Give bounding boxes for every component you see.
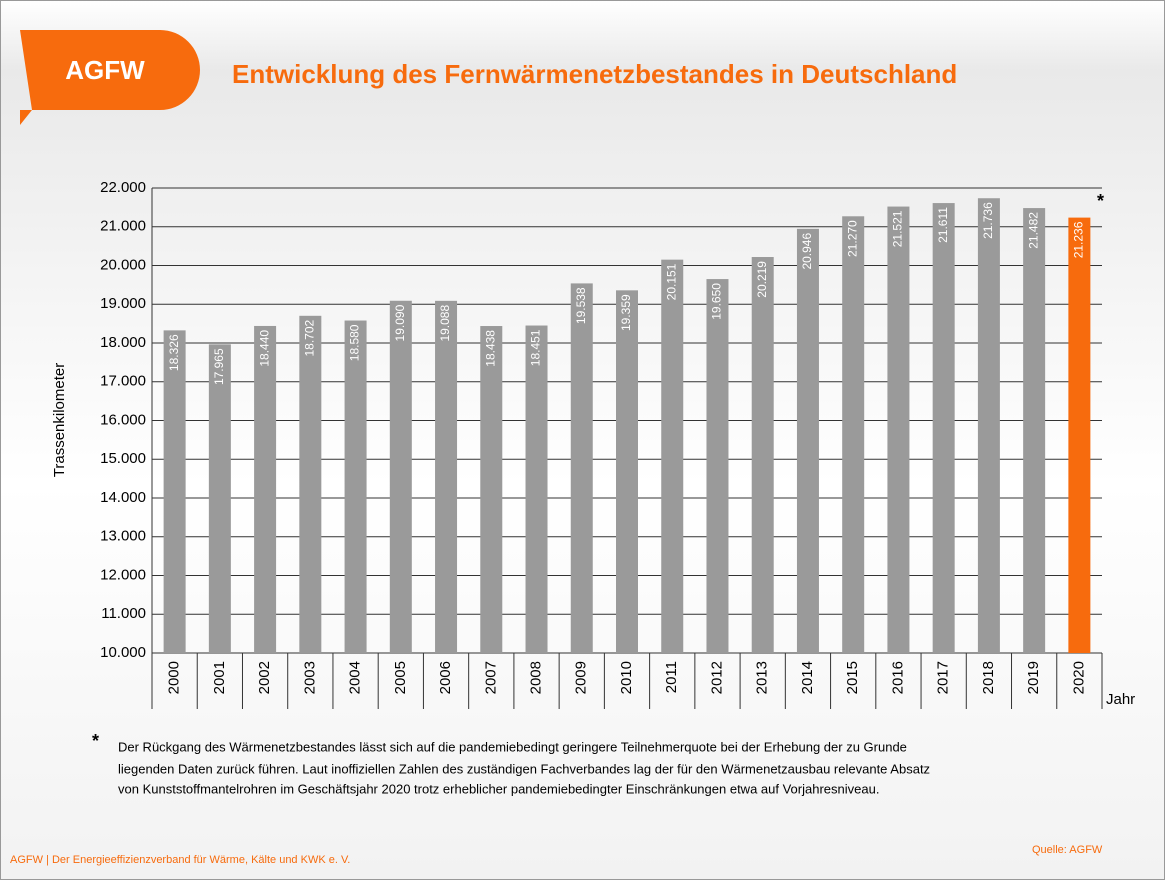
bar: [571, 283, 593, 653]
x-tick-label: 2000: [166, 661, 183, 694]
bar: [661, 260, 683, 653]
bar: [1068, 218, 1090, 653]
footer: AGFW | Der Energieeffizienzverband für W…: [10, 854, 350, 866]
x-axis-label: Jahr: [1106, 691, 1135, 708]
x-tick-label: 2019: [1025, 661, 1042, 694]
value-label: 20.151: [664, 263, 678, 300]
footnote-line: Der Rückgang des Wärmenetzbestandes läss…: [118, 739, 907, 754]
value-label: 21.736: [981, 202, 995, 239]
bar: [887, 207, 909, 653]
x-tick-label: 2008: [527, 661, 544, 694]
value-label: 21.236: [1072, 221, 1086, 258]
x-tick-label: 2007: [482, 661, 499, 694]
x-tick-label: 2012: [708, 661, 725, 694]
footnote-line: liegenden Daten zurück führen. Laut inof…: [118, 761, 930, 776]
y-tick-label: 14.000: [100, 489, 146, 506]
bar: [752, 257, 774, 653]
value-label: 21.611: [936, 207, 950, 243]
y-tick-label: 16.000: [100, 411, 146, 428]
bar: [706, 279, 728, 653]
bar: [480, 326, 502, 653]
chart-title: Entwicklung des Fernwärmenetzbestandes i…: [232, 59, 957, 89]
x-tick-label: 2011: [663, 661, 680, 693]
bar: [1023, 208, 1045, 653]
logo: AGFW: [65, 55, 145, 85]
bar: [797, 229, 819, 653]
y-tick-label: 20.000: [100, 256, 146, 273]
x-tick-label: 2015: [844, 661, 861, 694]
x-tick-label: 2020: [1070, 661, 1087, 694]
x-tick-label: 2006: [437, 661, 454, 694]
bar: [435, 301, 457, 653]
bar: [978, 198, 1000, 653]
value-label: 21.482: [1026, 212, 1040, 249]
value-label: 19.538: [574, 287, 588, 324]
x-tick-label: 2014: [799, 661, 816, 694]
x-tick-label: 2003: [301, 661, 318, 694]
value-label: 20.946: [800, 233, 814, 270]
bar: [345, 321, 367, 653]
footnote-line: von Kunststoffmantelrohren im Geschäftsj…: [118, 781, 879, 796]
value-label: 19.088: [438, 305, 452, 342]
bar: [254, 326, 276, 653]
value-label: 18.580: [348, 324, 362, 361]
value-label: 18.440: [257, 330, 271, 367]
source: Quelle: AGFW: [1032, 844, 1103, 856]
y-tick-label: 11.000: [101, 605, 146, 622]
value-label: 18.702: [303, 319, 317, 356]
page: AGFW Entwicklung des Fernwärmenetzbestan…: [0, 0, 1165, 880]
value-label: 19.090: [393, 304, 407, 341]
x-tick-label: 2009: [573, 661, 590, 694]
slide: AGFW Entwicklung des Fernwärmenetzbestan…: [0, 0, 1165, 880]
x-tick-label: 2004: [347, 661, 364, 694]
value-label: 21.270: [845, 220, 859, 257]
y-tick-label: 10.000: [100, 644, 146, 661]
x-tick-label: 2010: [618, 661, 635, 694]
bar: [390, 301, 412, 653]
bar: [842, 216, 864, 653]
bar: [616, 290, 638, 653]
value-label: 17.965: [212, 348, 226, 385]
value-label: 18.438: [483, 330, 497, 367]
x-tick-label: 2005: [392, 661, 409, 694]
y-tick-label: 19.000: [100, 295, 146, 312]
note-marker: *: [1097, 191, 1104, 211]
x-tick-label: 2017: [935, 661, 952, 694]
value-label: 20.219: [755, 261, 769, 298]
y-tick-label: 12.000: [100, 566, 146, 583]
bar: [209, 344, 231, 653]
bar: [299, 316, 321, 653]
bar: [526, 326, 548, 653]
x-tick-label: 2001: [211, 661, 228, 694]
value-label: 19.650: [710, 283, 724, 320]
x-tick-label: 2002: [256, 661, 273, 694]
x-tick-label: 2013: [754, 661, 771, 694]
y-tick-label: 17.000: [100, 373, 146, 390]
bar: [933, 203, 955, 653]
y-tick-label: 15.000: [100, 450, 146, 467]
value-label: 18.451: [529, 329, 543, 366]
value-label: 19.359: [619, 294, 633, 331]
x-tick-label: 2016: [889, 661, 906, 694]
bar: [164, 330, 186, 653]
y-tick-label: 18.000: [100, 334, 146, 351]
value-label: 18.326: [167, 334, 181, 371]
y-axis-label: Trassenkilometer: [51, 363, 68, 477]
y-tick-label: 13.000: [100, 528, 146, 545]
y-tick-label: 22.000: [100, 179, 146, 196]
x-tick-label: 2018: [980, 661, 997, 694]
value-label: 21.521: [891, 210, 905, 247]
note-marker: *: [92, 731, 99, 751]
y-tick-label: 21.000: [100, 218, 146, 235]
